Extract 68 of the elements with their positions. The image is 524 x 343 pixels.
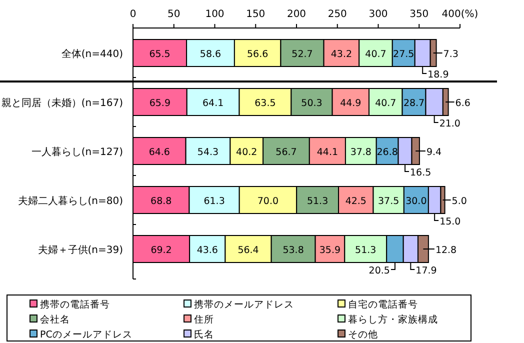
- x-tick-label: 150: [246, 9, 266, 20]
- data-label: 64.6: [148, 147, 170, 158]
- data-label: 27.5: [393, 49, 414, 60]
- data-label: 52.7: [292, 49, 313, 60]
- x-tick-label: 50: [168, 9, 180, 20]
- data-label: 40.7: [365, 49, 386, 60]
- data-label: 64.1: [202, 98, 224, 109]
- data-label: 20.5: [368, 266, 390, 276]
- legend-label: 会社名: [40, 314, 70, 326]
- data-label: 6.6: [455, 98, 470, 109]
- data-label: 56.4: [238, 245, 259, 256]
- data-label: 40.2: [236, 147, 258, 158]
- data-label: 7.3: [443, 49, 458, 60]
- data-label: 54.3: [197, 147, 219, 158]
- data-label: 50.3: [301, 98, 322, 109]
- y-tick-label: 親と同居（未婚）(n=167): [1, 97, 124, 109]
- x-tick-label: 400(%): [442, 9, 478, 20]
- data-label: 44.1: [316, 147, 338, 158]
- data-label: 35.9: [319, 245, 341, 256]
- data-label: 43.6: [196, 245, 218, 256]
- data-label: 68.8: [150, 196, 172, 207]
- data-label: 26.8: [376, 147, 398, 158]
- data-label: 37.8: [350, 147, 372, 158]
- data-label: 37.5: [378, 196, 400, 207]
- legend-label: 住所: [194, 314, 214, 326]
- data-label: 58.6: [200, 49, 222, 60]
- legend-label: 携帯の電話番号: [40, 298, 110, 310]
- data-label: 30.0: [406, 196, 427, 207]
- x-tick-label: 250: [328, 9, 347, 20]
- data-label: 51.3: [306, 196, 328, 207]
- data-label: 21.0: [439, 118, 460, 130]
- x-tick-label: 200: [286, 9, 306, 20]
- data-label: 51.3: [355, 245, 376, 256]
- y-tick-label: 夫婦＋子供(n=39): [38, 244, 124, 256]
- data-label: 63.5: [254, 98, 276, 109]
- x-tick-label: 300: [368, 9, 388, 20]
- data-label: 65.5: [149, 49, 170, 60]
- data-label: 5.0: [452, 196, 467, 207]
- data-label: 42.5: [345, 196, 366, 207]
- data-label: 15.0: [440, 216, 461, 228]
- data-label: 70.0: [257, 196, 279, 207]
- y-tick-label: 全体(n=440): [61, 48, 124, 60]
- data-label: 53.8: [282, 245, 304, 256]
- data-label: 40.7: [375, 98, 396, 109]
- x-tick-label: 350: [410, 9, 429, 20]
- legend-label: 暮らし方・家族構成: [348, 314, 438, 326]
- data-label: 12.8: [435, 245, 457, 256]
- y-tick-label: 夫婦二人暮らし(n=80): [18, 195, 124, 207]
- data-label: 61.3: [204, 196, 225, 207]
- data-label: 16.5: [410, 168, 432, 178]
- legend-label: PCのメールアドレス: [40, 330, 132, 340]
- legend-label: 氏名: [194, 328, 214, 340]
- data-label: 17.9: [416, 266, 437, 276]
- x-tick-label: 0: [130, 9, 136, 20]
- legend-label: 自宅の電話番号: [348, 298, 418, 310]
- data-label: 18.9: [428, 70, 449, 80]
- data-label: 56.7: [276, 147, 297, 158]
- y-tick-label: 一人暮らし(n=127): [31, 146, 124, 158]
- data-label: 28.7: [403, 98, 425, 109]
- data-label: 44.9: [340, 98, 362, 109]
- x-tick-label: 100: [205, 9, 224, 20]
- data-label: 43.2: [330, 49, 352, 60]
- legend-label: その他: [348, 328, 378, 340]
- data-label: 56.6: [247, 49, 268, 60]
- legend-label: 携帯のメールアドレス: [194, 298, 294, 310]
- data-label: 65.9: [149, 98, 171, 109]
- data-label: 69.2: [150, 245, 172, 256]
- data-label: 9.4: [426, 147, 442, 158]
